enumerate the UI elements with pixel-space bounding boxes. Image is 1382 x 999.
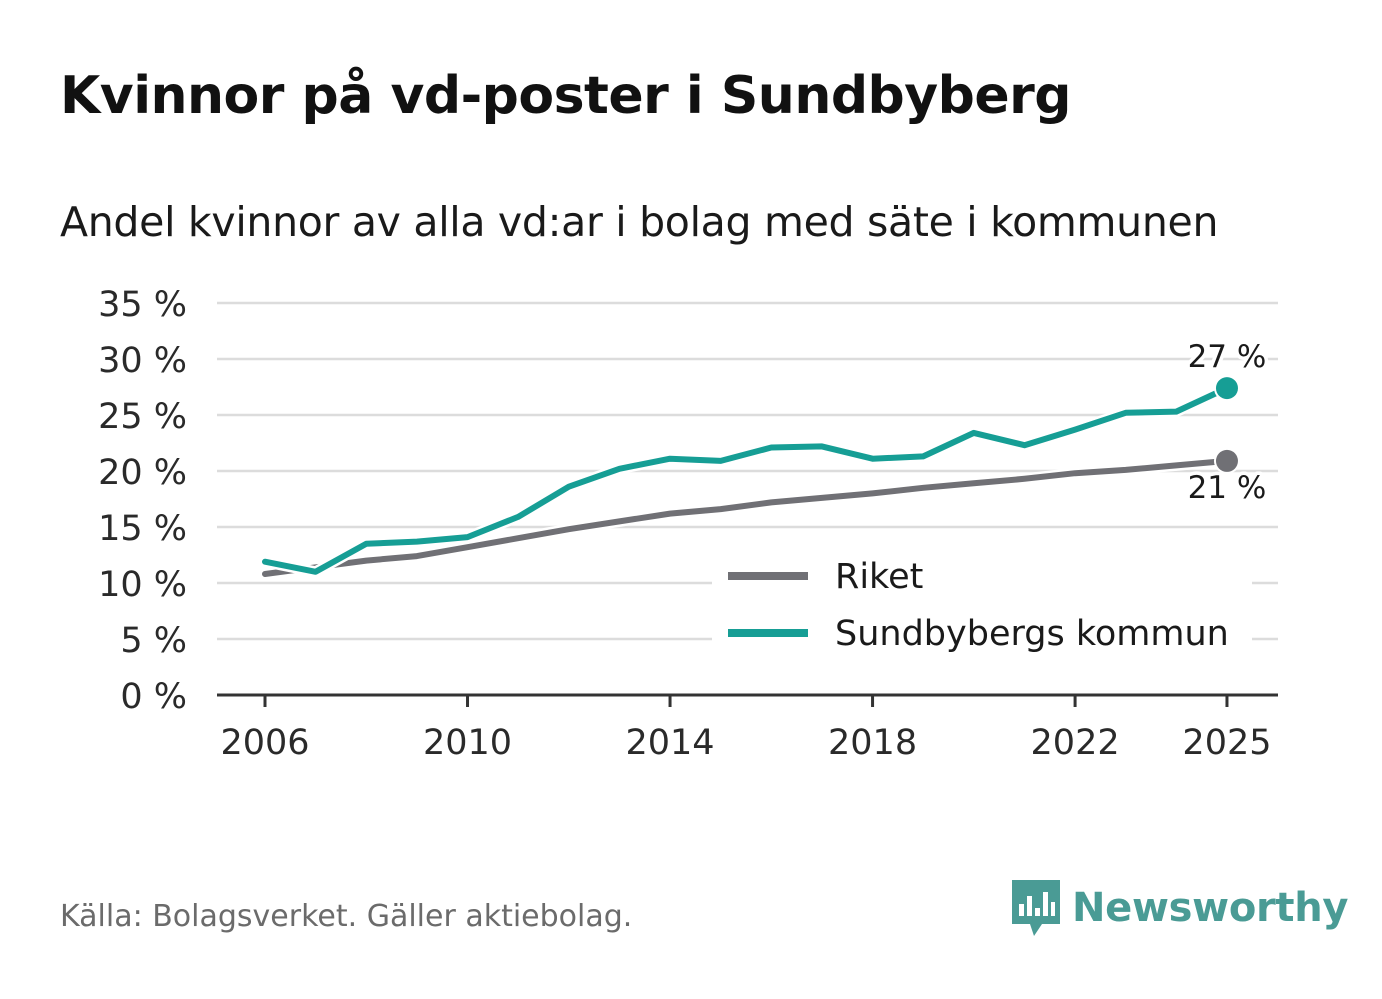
- x-tick-label: 2006: [220, 723, 309, 763]
- series-line-sundbyberg: [262, 385, 1230, 575]
- legend-background: [712, 548, 1252, 666]
- brand-name: Newsworthy: [1072, 885, 1349, 931]
- legend-label-sundbyberg: Sundbybergs kommun: [835, 614, 1229, 654]
- brand-logo[interactable]: Newsworthy: [1010, 878, 1349, 938]
- legend-label-riket: Riket: [835, 557, 923, 597]
- y-tick-label: 15 %: [98, 509, 187, 549]
- x-tick-label: 2014: [626, 723, 715, 763]
- end-label-riket: 21 %: [1188, 470, 1267, 506]
- series-line-riket: [262, 457, 1230, 577]
- end-label-sundbyberg: 27 %: [1188, 339, 1267, 375]
- x-tick-label: 2018: [828, 723, 917, 763]
- end-label-halo: 27 %: [1188, 339, 1267, 375]
- x-tick-label: 2022: [1031, 723, 1120, 763]
- chart-subtitle: Andel kvinnor av alla vd:ar i bolag med …: [60, 198, 1219, 246]
- x-tick-label: 2025: [1182, 723, 1271, 763]
- y-tick-label: 30 %: [98, 341, 187, 381]
- y-tick-label: 0 %: [120, 677, 187, 717]
- y-tick-label: 10 %: [98, 565, 187, 605]
- chart-title: Kvinnor på vd-poster i Sundbyberg: [60, 66, 1072, 126]
- y-tick-label: 35 %: [98, 285, 187, 325]
- end-label-halo: 21 %: [1188, 470, 1267, 506]
- source-note: Källa: Bolagsverket. Gäller aktiebolag.: [60, 899, 633, 934]
- end-labels: 21 %21 %27 %27 %: [1184, 336, 1270, 510]
- endpoint-riket: [1215, 449, 1238, 472]
- endpoint-sundbyberg: [1215, 377, 1238, 400]
- y-tick-label: 5 %: [120, 621, 187, 661]
- y-tick-label: 25 %: [98, 397, 187, 437]
- series-lines: [259, 382, 1233, 580]
- newsworthy-logo-icon: [1012, 880, 1060, 936]
- legend: Riket Sundbybergs kommun: [712, 548, 1252, 666]
- axes: 0 % 5 % 10 % 15 % 20 % 25 % 30 % 35 % 2006 2010 20…: [98, 285, 1278, 763]
- x-tick-label: 2010: [423, 723, 512, 763]
- y-tick-label: 20 %: [98, 453, 187, 493]
